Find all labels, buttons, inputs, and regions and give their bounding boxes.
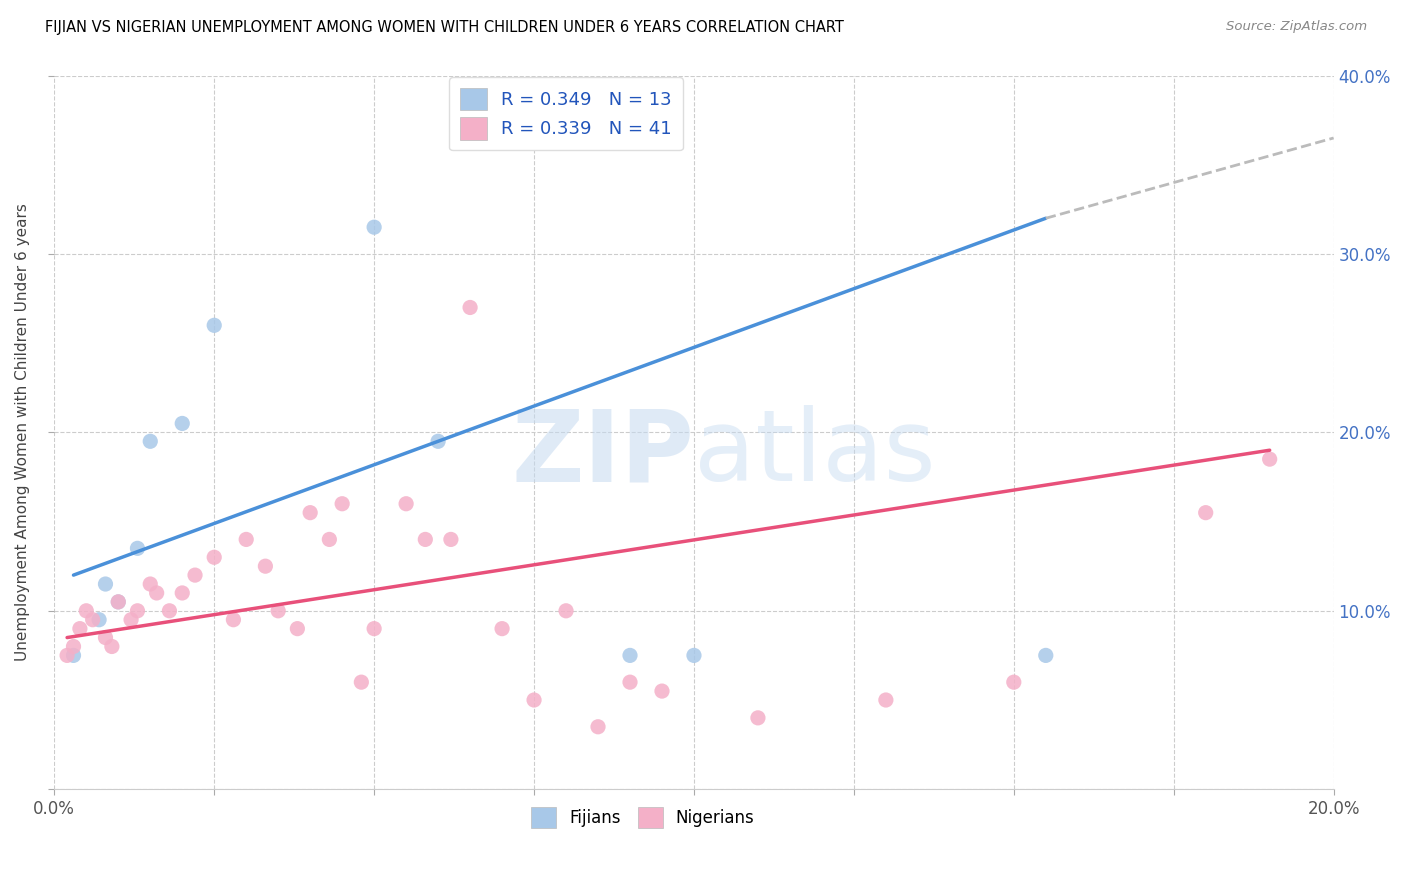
Point <box>184 568 207 582</box>
Point <box>107 595 129 609</box>
Legend: Fijians, Nigerians: Fijians, Nigerians <box>524 801 761 834</box>
Point <box>1002 675 1025 690</box>
Point <box>145 586 167 600</box>
Point <box>458 301 481 315</box>
Point <box>267 604 290 618</box>
Point <box>56 648 79 663</box>
Text: Source: ZipAtlas.com: Source: ZipAtlas.com <box>1226 20 1367 33</box>
Point <box>107 595 129 609</box>
Point <box>413 533 436 547</box>
Point <box>619 648 641 663</box>
Text: FIJIAN VS NIGERIAN UNEMPLOYMENT AMONG WOMEN WITH CHILDREN UNDER 6 YEARS CORRELAT: FIJIAN VS NIGERIAN UNEMPLOYMENT AMONG WO… <box>45 20 844 35</box>
Point <box>318 533 340 547</box>
Point <box>683 648 706 663</box>
Point <box>363 220 385 235</box>
Point <box>1258 452 1281 467</box>
Point <box>75 604 97 618</box>
Point <box>139 434 162 449</box>
Point <box>555 604 578 618</box>
Point <box>395 497 418 511</box>
Point <box>440 533 463 547</box>
Point <box>87 613 110 627</box>
Point <box>330 497 353 511</box>
Point <box>120 613 142 627</box>
Point <box>172 586 194 600</box>
Point <box>159 604 181 618</box>
Point <box>82 613 104 627</box>
Point <box>523 693 546 707</box>
Point <box>875 693 897 707</box>
Text: ZIP: ZIP <box>512 405 695 502</box>
Point <box>287 622 309 636</box>
Point <box>1035 648 1057 663</box>
Point <box>202 318 225 333</box>
Point <box>651 684 673 698</box>
Point <box>101 640 124 654</box>
Point <box>94 577 117 591</box>
Point <box>491 622 513 636</box>
Point <box>1195 506 1218 520</box>
Point <box>747 711 769 725</box>
Text: atlas: atlas <box>695 405 935 502</box>
Point <box>254 559 277 574</box>
Y-axis label: Unemployment Among Women with Children Under 6 years: Unemployment Among Women with Children U… <box>15 203 30 661</box>
Point <box>427 434 450 449</box>
Point <box>235 533 257 547</box>
Point <box>69 622 91 636</box>
Point <box>363 622 385 636</box>
Point <box>350 675 373 690</box>
Point <box>62 648 84 663</box>
Point <box>127 541 149 556</box>
Point <box>299 506 322 520</box>
Point <box>94 631 117 645</box>
Point <box>172 417 194 431</box>
Point <box>586 720 609 734</box>
Point <box>62 640 84 654</box>
Point <box>127 604 149 618</box>
Point <box>202 550 225 565</box>
Point <box>619 675 641 690</box>
Point <box>139 577 162 591</box>
Point <box>222 613 245 627</box>
